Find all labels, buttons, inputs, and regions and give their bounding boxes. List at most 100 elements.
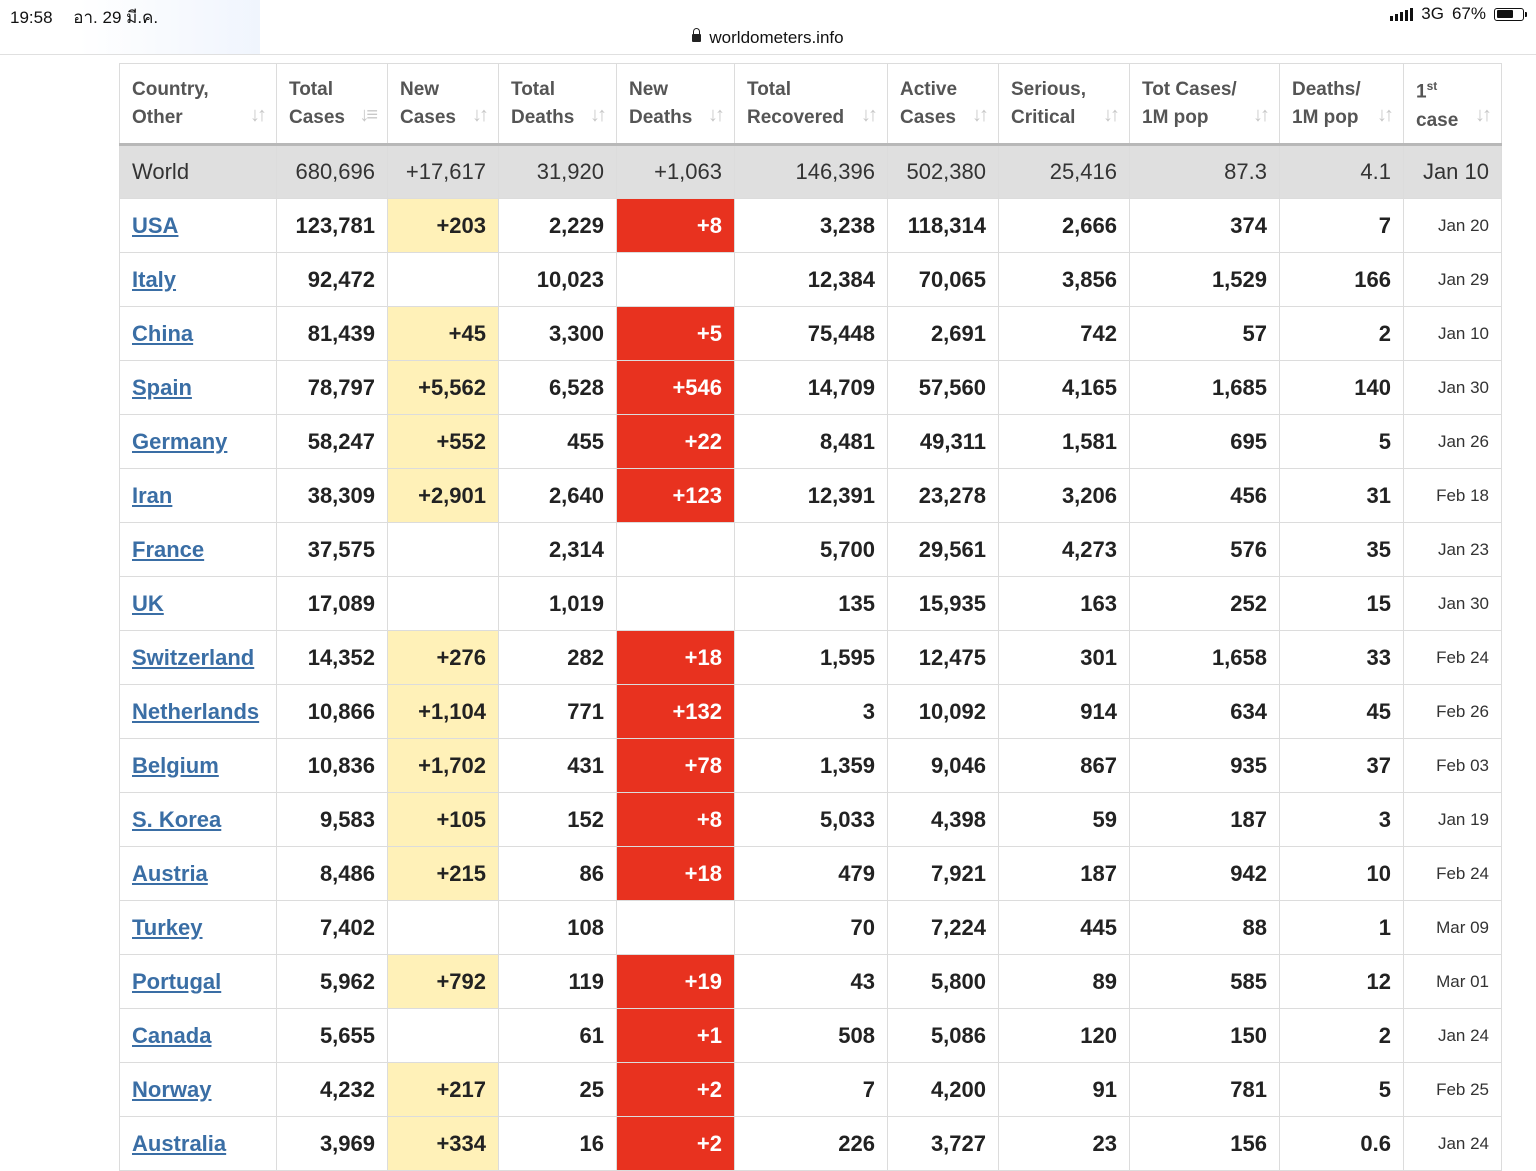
cell-total-deaths: 10,023 [498,252,617,307]
country-link[interactable]: S. Korea [132,806,222,832]
header-new-cases[interactable]: New Cases ↓↑ [387,63,499,145]
cell-country: China [119,306,277,361]
cell-serious: 3,856 [998,252,1130,307]
cell-new-deaths: +8 [616,198,735,253]
cell-new-deaths: +123 [616,468,735,523]
cell-new-deaths: +5 [616,306,735,361]
cell-new-deaths: +2 [616,1116,735,1171]
cell-total-cases: 10,836 [276,738,388,793]
cell-first-case: Jan 19 [1403,792,1502,847]
country-link[interactable]: Spain [132,374,192,400]
cell-cases-per-1m: 935 [1129,738,1280,793]
sort-icon[interactable]: ↓↑ [708,104,725,126]
table-body: World 680,696 +17,617 31,920 +1,063 146,396 50… [119,143,1502,1171]
header-deaths-per-1m[interactable]: Deaths/1M pop ↓↑ [1279,63,1404,145]
country-link[interactable]: Australia [132,1130,227,1156]
cell-serious: 1,581 [998,414,1130,469]
header-serious-critical[interactable]: Serious, Critical ↓↑ [998,63,1130,145]
cell-first-case: Jan 20 [1403,198,1502,253]
sort-icon[interactable]: ↓↑ [972,104,989,126]
address-bar[interactable]: worldometers.info [0,28,1536,48]
cell-new-deaths: +132 [616,684,735,739]
sort-icon[interactable]: ↓↑ [1377,104,1394,126]
cell-total-recovered: 75,448 [734,306,888,361]
header-country[interactable]: Country, Other ↓↑ [119,63,277,145]
cell-total-recovered: 1,595 [734,630,888,685]
country-link[interactable]: Austria [132,860,208,886]
country-link[interactable]: Switzerland [132,644,255,670]
cell-country: UK [119,576,277,631]
sort-icon[interactable]: ↓↑ [1475,104,1492,126]
cell-new-deaths [616,252,735,307]
sort-icon[interactable]: ↓↑ [1253,104,1270,126]
cell-deaths-per-1m: 4.1 [1279,143,1404,199]
cell-active-cases: 29,561 [887,522,999,577]
country-link[interactable]: Canada [132,1022,212,1048]
country-link[interactable]: France [132,536,205,562]
cell-total-deaths: 6,528 [498,360,617,415]
header-first-case[interactable]: 1st case ↓↑ [1403,63,1502,145]
cell-serious: 4,273 [998,522,1130,577]
sort-icon[interactable]: ↓↑ [590,104,607,126]
cellular-signal-icon [1390,7,1414,21]
header-cases-per-1m[interactable]: Tot Cases/1M pop ↓↑ [1129,63,1280,145]
sort-descending-icon[interactable]: ↓≡ [359,104,378,126]
country-link[interactable]: Italy [132,266,177,292]
cell-country: Turkey [119,900,277,955]
cell-total-cases: 10,866 [276,684,388,739]
header-active-cases[interactable]: Active Cases ↓↑ [887,63,999,145]
cell-new-deaths [616,576,735,631]
cell-cases-per-1m: 695 [1129,414,1280,469]
cell-total-cases: 5,962 [276,954,388,1009]
cell-total-deaths: 86 [498,846,617,901]
cell-active-cases: 10,092 [887,684,999,739]
table-row: Spain 78,797 +5,562 6,528 +546 14,709 57,560 4,… [119,360,1502,415]
cell-new-deaths [616,522,735,577]
cell-total-deaths: 2,314 [498,522,617,577]
country-link[interactable]: Turkey [132,914,203,940]
country-link[interactable]: China [132,320,194,346]
cell-first-case: Jan 10 [1403,306,1502,361]
covid-stats-table: Country, Other ↓↑ Total Cases ↓≡ New Cases ↓↑ Tot… [119,63,1502,1171]
cell-cases-per-1m: 576 [1129,522,1280,577]
cell-cases-per-1m: 1,658 [1129,630,1280,685]
cell-new-deaths: +19 [616,954,735,1009]
cell-total-deaths: 25 [498,1062,617,1117]
status-bar-glow [0,0,260,54]
cell-serious: 59 [998,792,1130,847]
sort-icon[interactable]: ↓↑ [861,104,878,126]
cell-total-cases: 8,486 [276,846,388,901]
cell-new-cases: +2,901 [387,468,499,523]
cell-deaths-per-1m: 33 [1279,630,1404,685]
cell-new-deaths: +546 [616,360,735,415]
cell-total-recovered: 1,359 [734,738,888,793]
sort-icon[interactable]: ↓↑ [1103,104,1120,126]
country-link[interactable]: Germany [132,428,228,454]
sort-icon[interactable]: ↓↑ [250,104,267,126]
header-total-recovered[interactable]: Total Recovered ↓↑ [734,63,888,145]
country-link[interactable]: Norway [132,1076,212,1102]
country-link[interactable]: USA [132,212,179,238]
header-total-deaths[interactable]: Total Deaths ↓↑ [498,63,617,145]
sort-icon[interactable]: ↓↑ [472,104,489,126]
cell-new-cases [387,252,499,307]
cell-total-recovered: 3 [734,684,888,739]
cell-first-case: Jan 30 [1403,360,1502,415]
cell-new-cases: +1,702 [387,738,499,793]
country-link[interactable]: Netherlands [132,698,260,724]
header-total-cases[interactable]: Total Cases ↓≡ [276,63,388,145]
cell-cases-per-1m: 156 [1129,1116,1280,1171]
cell-total-recovered: 5,033 [734,792,888,847]
header-new-deaths[interactable]: New Deaths ↓↑ [616,63,735,145]
cell-total-cases: 17,089 [276,576,388,631]
cell-active-cases: 57,560 [887,360,999,415]
country-link[interactable]: Portugal [132,968,222,994]
cell-deaths-per-1m: 1 [1279,900,1404,955]
country-link[interactable]: Belgium [132,752,219,778]
table-row: USA 123,781 +203 2,229 +8 3,238 118,314 2,666 37… [119,198,1502,253]
cell-deaths-per-1m: 45 [1279,684,1404,739]
cell-new-cases [387,576,499,631]
cell-first-case: Jan 24 [1403,1116,1502,1171]
country-link[interactable]: UK [132,590,164,616]
country-link[interactable]: Iran [132,482,173,508]
